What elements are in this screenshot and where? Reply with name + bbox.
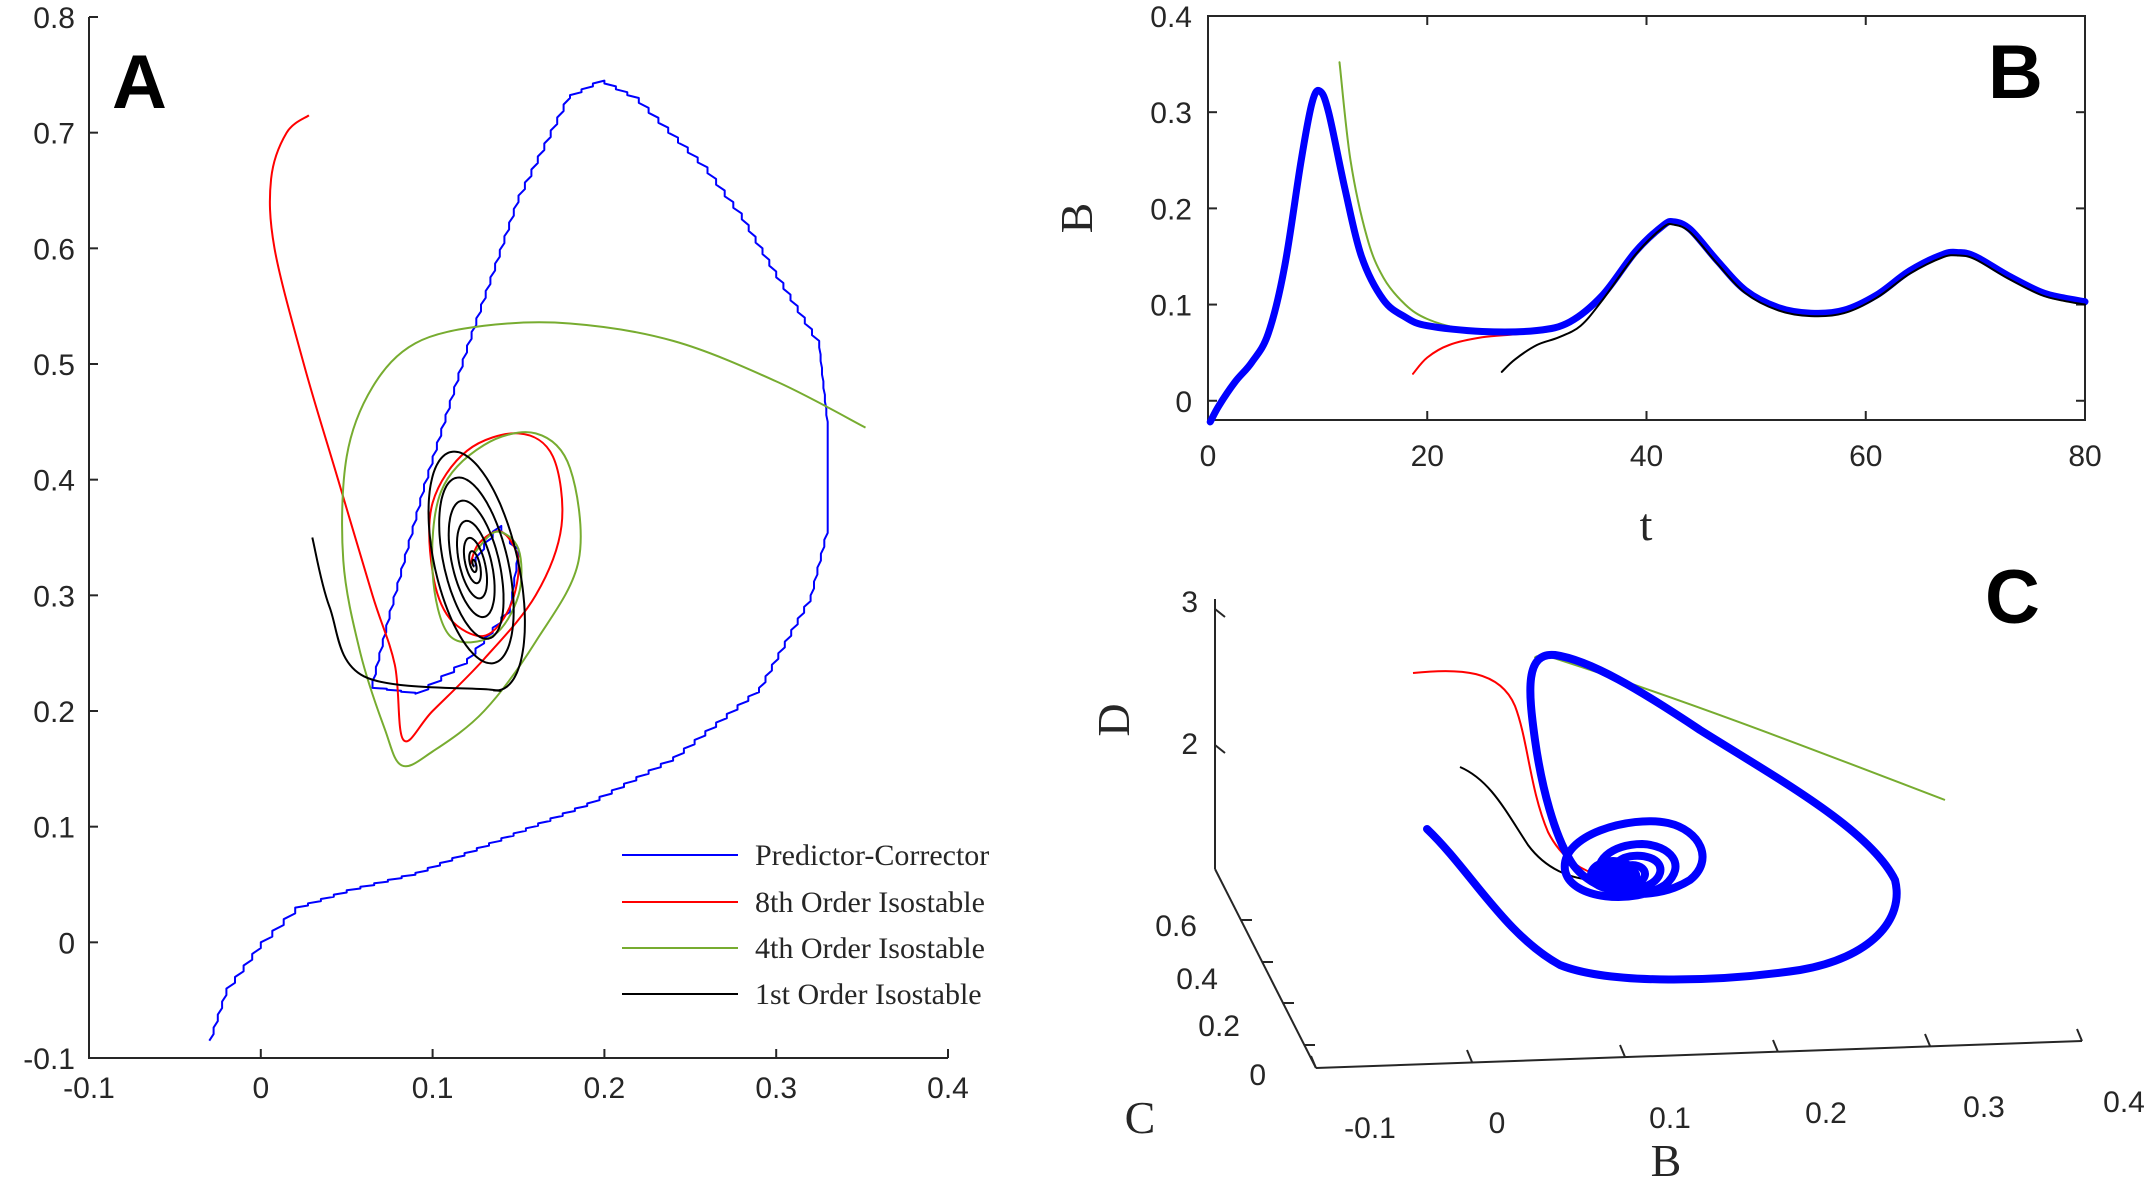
panel-a-x-tick-label: -0.1 <box>63 1072 115 1105</box>
panel-c-d-tick-3: 3 <box>1181 586 1198 619</box>
panel-b-y-tick-label: 0.3 <box>1150 97 1192 130</box>
panel-c-b-tick-mark <box>1924 1033 1931 1047</box>
panel-a-y-tick-label: 0.6 <box>33 233 75 266</box>
panel-a-series <box>208 79 866 1042</box>
panel-c-c-tick-0.4: 0.4 <box>1176 963 1218 996</box>
legend-label-8th-order: 8th Order Isostable <box>755 886 985 919</box>
panel-c-b-tick-0.4: 0.4 <box>2103 1086 2145 1119</box>
panel-c-b-axis-label: B <box>1651 1135 1682 1178</box>
panel-a-series-4th-order-isostable <box>341 321 866 768</box>
panel-a-y-tick-label: 0.7 <box>33 118 75 151</box>
legend: Predictor-Corrector 8th Order Isostable … <box>622 839 989 1011</box>
panel-c-b-tick-mark <box>1466 1049 1473 1063</box>
panel-b-x-ticks: 0 20 40 60 80 <box>1200 16 2102 473</box>
panel-c-b-tick--0.1: -0.1 <box>1344 1112 1396 1145</box>
panel-c-c-tick-0.6: 0.6 <box>1155 910 1197 943</box>
panel-a-y-tick-label: 0.3 <box>33 580 75 613</box>
panel-c-b-tick-mark <box>1310 1055 1317 1069</box>
panel-a-x-tick-label: 0.4 <box>927 1072 969 1105</box>
panel-a-x-tick-label: 0.2 <box>584 1072 626 1105</box>
panel-a-series-8th-order-isostable <box>268 114 564 743</box>
panel-a-x-tick-label: 0 <box>252 1072 269 1105</box>
panel-c-4th-order-curve <box>1534 654 1946 801</box>
panel-c-1st-order-curve <box>1459 766 1599 881</box>
panel-c-b-axis <box>1315 1040 2083 1069</box>
panel-a-series-1st-order-isostable <box>311 450 526 692</box>
legend-label-1st-order: 1st Order Isostable <box>755 978 982 1011</box>
panel-b-x-tick-label: 40 <box>1630 440 1663 473</box>
panel-a-y-tick-label: 0.4 <box>33 465 75 498</box>
panel-b-y-label: B <box>1051 203 1102 234</box>
panel-a-x-tick-label: 0.1 <box>412 1072 454 1105</box>
legend-label-4th-order: 4th Order Isostable <box>755 932 985 965</box>
panel-b-series-1st-order-isostable <box>1500 222 2086 373</box>
panel-b-x-tick-label: 60 <box>1849 440 1882 473</box>
panel-a: -0.1 0 0.1 0.2 0.3 0.4 -0.1 0 0.1 0.2 0.3 0.4 0.5 0.… <box>23 2 989 1105</box>
panel-a-letter: A <box>112 40 167 125</box>
panel-b-series-8th-order-isostable <box>1412 330 1549 375</box>
panel-b-x-tick-label: 0 <box>1200 440 1217 473</box>
panel-c-b-tick-mark <box>2076 1028 2083 1042</box>
panel-b-y-tick-label: 0 <box>1175 386 1192 419</box>
panel-a-y-tick-label: 0.5 <box>33 349 75 382</box>
panel-c-b-tick-mark <box>1772 1039 1779 1053</box>
panel-c-b-tick-mark <box>1619 1044 1626 1058</box>
panel-a-y-tick-label: 0.2 <box>33 696 75 729</box>
panel-c-c-tick-0: 0 <box>1249 1059 1266 1092</box>
panel-c-ticks: 3 2 0.6 0.4 0.2 0 -0.1 0 0.1 0.2 0.3 0.4 <box>1155 586 2145 1145</box>
panel-b-series <box>1206 61 2089 426</box>
panel-b-y-tick-label: 0.2 <box>1150 193 1192 226</box>
panel-c-predictor-corrector-curve <box>1423 650 1901 984</box>
panel-c-d-tick-mark <box>1214 608 1226 618</box>
panel-b-letter: B <box>1988 30 2043 115</box>
panel-a-y-ticks: -0.1 0 0.1 0.2 0.3 0.4 0.5 0.6 0.7 0.8 <box>23 2 98 1076</box>
panel-c-b-tick-0: 0 <box>1489 1107 1506 1140</box>
panel-c-d-tick-2: 2 <box>1181 728 1198 761</box>
panel-c-d-tick-mark <box>1214 744 1226 754</box>
panel-c-attractor-center <box>1587 857 1639 893</box>
panel-c-c-axis-label: C <box>1125 1092 1156 1143</box>
panel-c: 3 2 0.6 0.4 0.2 0 -0.1 0 0.1 0.2 0.3 0.4 <box>1088 555 2145 1178</box>
panel-a-x-tick-label: 0.3 <box>755 1072 797 1105</box>
panel-a-y-tick-label: 0.8 <box>33 2 75 35</box>
panel-b-x-tick-label: 80 <box>2068 440 2101 473</box>
panel-c-letter: C <box>1985 555 2040 640</box>
panel-c-b-tick-0.1: 0.1 <box>1649 1102 1691 1135</box>
panel-c-c-tick-0.2: 0.2 <box>1198 1010 1240 1043</box>
panel-a-y-tick-label: 0.1 <box>33 812 75 845</box>
panel-c-b-tick-0.3: 0.3 <box>1963 1091 2005 1124</box>
panel-a-series-predictor-corrector <box>208 79 829 1042</box>
panel-b-x-tick-label: 20 <box>1411 440 1444 473</box>
panel-c-d-axis-label: D <box>1088 703 1139 736</box>
panel-a-y-tick-label: -0.1 <box>23 1043 75 1076</box>
panel-c-c-axis <box>1214 868 1317 1069</box>
panel-b-x-label: t <box>1640 499 1653 550</box>
panel-b-y-tick-label: 0.1 <box>1150 290 1192 323</box>
panel-b-axes-box <box>1207 15 2086 421</box>
panel-b: 0 20 40 60 80 0 0.1 0.2 0.3 0.4 t B B <box>1051 1 2102 550</box>
panel-a-y-tick-label: 0 <box>58 927 75 960</box>
panel-b-series-predictor-corrector <box>1206 87 2089 426</box>
panel-b-y-tick-label: 0.4 <box>1150 1 1192 34</box>
panel-a-x-ticks: -0.1 0 0.1 0.2 0.3 0.4 <box>63 1049 969 1105</box>
panel-b-y-ticks: 0 0.1 0.2 0.3 0.4 <box>1150 1 2085 419</box>
panel-b-series-4th-order-isostable <box>1338 61 1494 333</box>
legend-label-predictor-corrector: Predictor-Corrector <box>755 839 989 872</box>
panel-c-b-tick-0.2: 0.2 <box>1805 1097 1847 1130</box>
